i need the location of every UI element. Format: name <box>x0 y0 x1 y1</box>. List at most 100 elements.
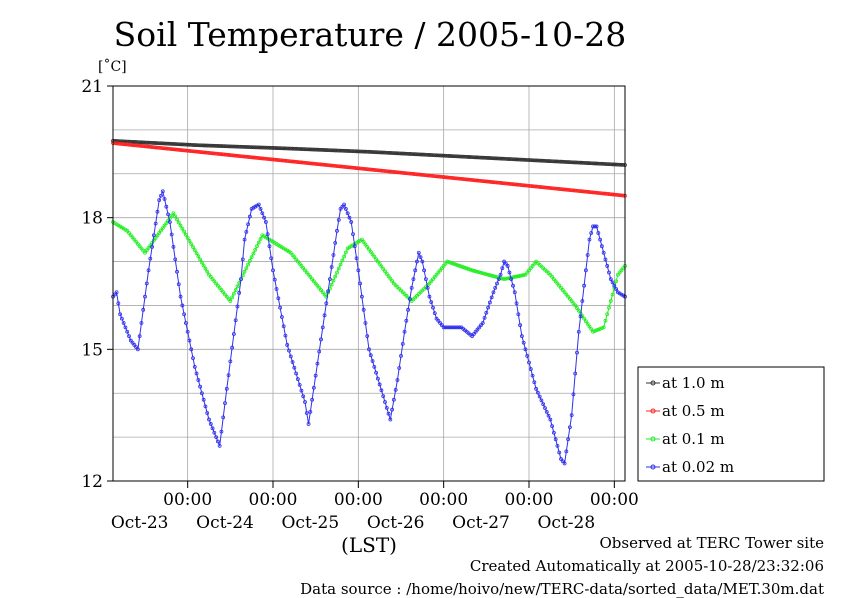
series-point <box>162 146 167 151</box>
series-point <box>242 154 247 159</box>
series-point <box>324 163 329 167</box>
series-point <box>327 163 332 168</box>
series-point <box>228 299 233 303</box>
series-point <box>388 417 393 422</box>
series-point <box>335 228 339 233</box>
series-point <box>127 142 131 147</box>
series-point <box>166 141 171 146</box>
series-point <box>368 150 373 154</box>
series-point <box>434 174 439 179</box>
series-point <box>135 242 140 246</box>
series-point <box>427 281 432 286</box>
series-point <box>452 176 457 181</box>
series-point <box>349 165 354 170</box>
series-point <box>249 155 254 160</box>
series-point <box>185 142 190 147</box>
footer-source: Data source : /home/hoivo/new/TERC-data/… <box>300 580 824 598</box>
series-point <box>367 167 371 172</box>
series-point <box>386 274 391 279</box>
series-point <box>530 373 535 378</box>
series-point <box>127 334 131 339</box>
series-point <box>438 153 443 158</box>
series-point <box>171 245 176 249</box>
series-point <box>516 157 521 162</box>
series-point <box>201 150 206 155</box>
series-point <box>487 156 492 160</box>
series-point <box>295 377 300 382</box>
series-point <box>535 390 540 395</box>
series-point <box>573 303 578 308</box>
series-point <box>162 197 167 201</box>
series-point <box>535 158 540 163</box>
series-point <box>537 185 542 189</box>
series-point <box>159 228 163 233</box>
series-point <box>518 323 523 328</box>
series-point <box>521 157 526 162</box>
series-point <box>457 176 462 181</box>
series-point <box>173 257 178 262</box>
series-point <box>439 323 444 328</box>
series-point <box>148 144 153 149</box>
x-tick-time: 00:00 <box>590 490 639 510</box>
series-point <box>319 162 323 167</box>
series-point <box>290 146 295 151</box>
series-point <box>614 287 619 291</box>
series-point <box>461 154 466 159</box>
series-point <box>544 185 549 190</box>
series-point <box>571 301 576 306</box>
series-point <box>560 159 565 164</box>
series-point <box>495 156 499 161</box>
series-point <box>503 261 508 266</box>
series-point <box>304 161 309 165</box>
series-point <box>217 152 222 156</box>
series-point <box>395 151 400 156</box>
series-point <box>267 145 272 150</box>
y-axis-label: [˚C] <box>98 58 127 75</box>
series-point <box>287 348 291 353</box>
series-point <box>397 151 402 156</box>
series-point <box>196 378 201 382</box>
series-point <box>226 144 231 149</box>
series-point <box>253 145 258 150</box>
series-point <box>239 154 243 159</box>
series-point <box>463 154 467 159</box>
series-point <box>303 160 307 165</box>
series-point <box>384 405 389 410</box>
series-point <box>511 182 515 187</box>
series-point <box>256 240 261 245</box>
series-point <box>347 165 352 170</box>
series-point <box>470 268 475 273</box>
series-point <box>505 264 510 268</box>
series-point <box>137 140 142 145</box>
x-tick-time: 00:00 <box>334 490 383 510</box>
series-point <box>358 149 363 154</box>
series-point <box>169 232 174 237</box>
series-point <box>246 222 251 227</box>
series-point <box>226 373 231 378</box>
series-point <box>480 321 485 325</box>
series-point <box>237 154 242 158</box>
series-point <box>146 245 151 250</box>
series-point <box>185 148 190 153</box>
series-point <box>432 311 437 316</box>
series-point <box>530 184 535 189</box>
series-point <box>278 305 283 310</box>
series-point <box>615 193 620 197</box>
series-point <box>582 189 587 194</box>
series-point <box>283 146 288 151</box>
series-point <box>335 164 339 169</box>
series-point <box>260 145 265 150</box>
series-point <box>221 152 226 157</box>
series-point <box>614 192 619 197</box>
series-point <box>589 231 594 235</box>
series-point <box>470 178 475 182</box>
series-point <box>150 245 155 249</box>
series-point <box>527 183 531 188</box>
series-point <box>219 144 224 148</box>
series-point <box>326 148 331 153</box>
series-point <box>196 149 201 154</box>
series-point <box>223 144 227 149</box>
series-point <box>423 173 428 178</box>
series-point <box>560 288 565 292</box>
